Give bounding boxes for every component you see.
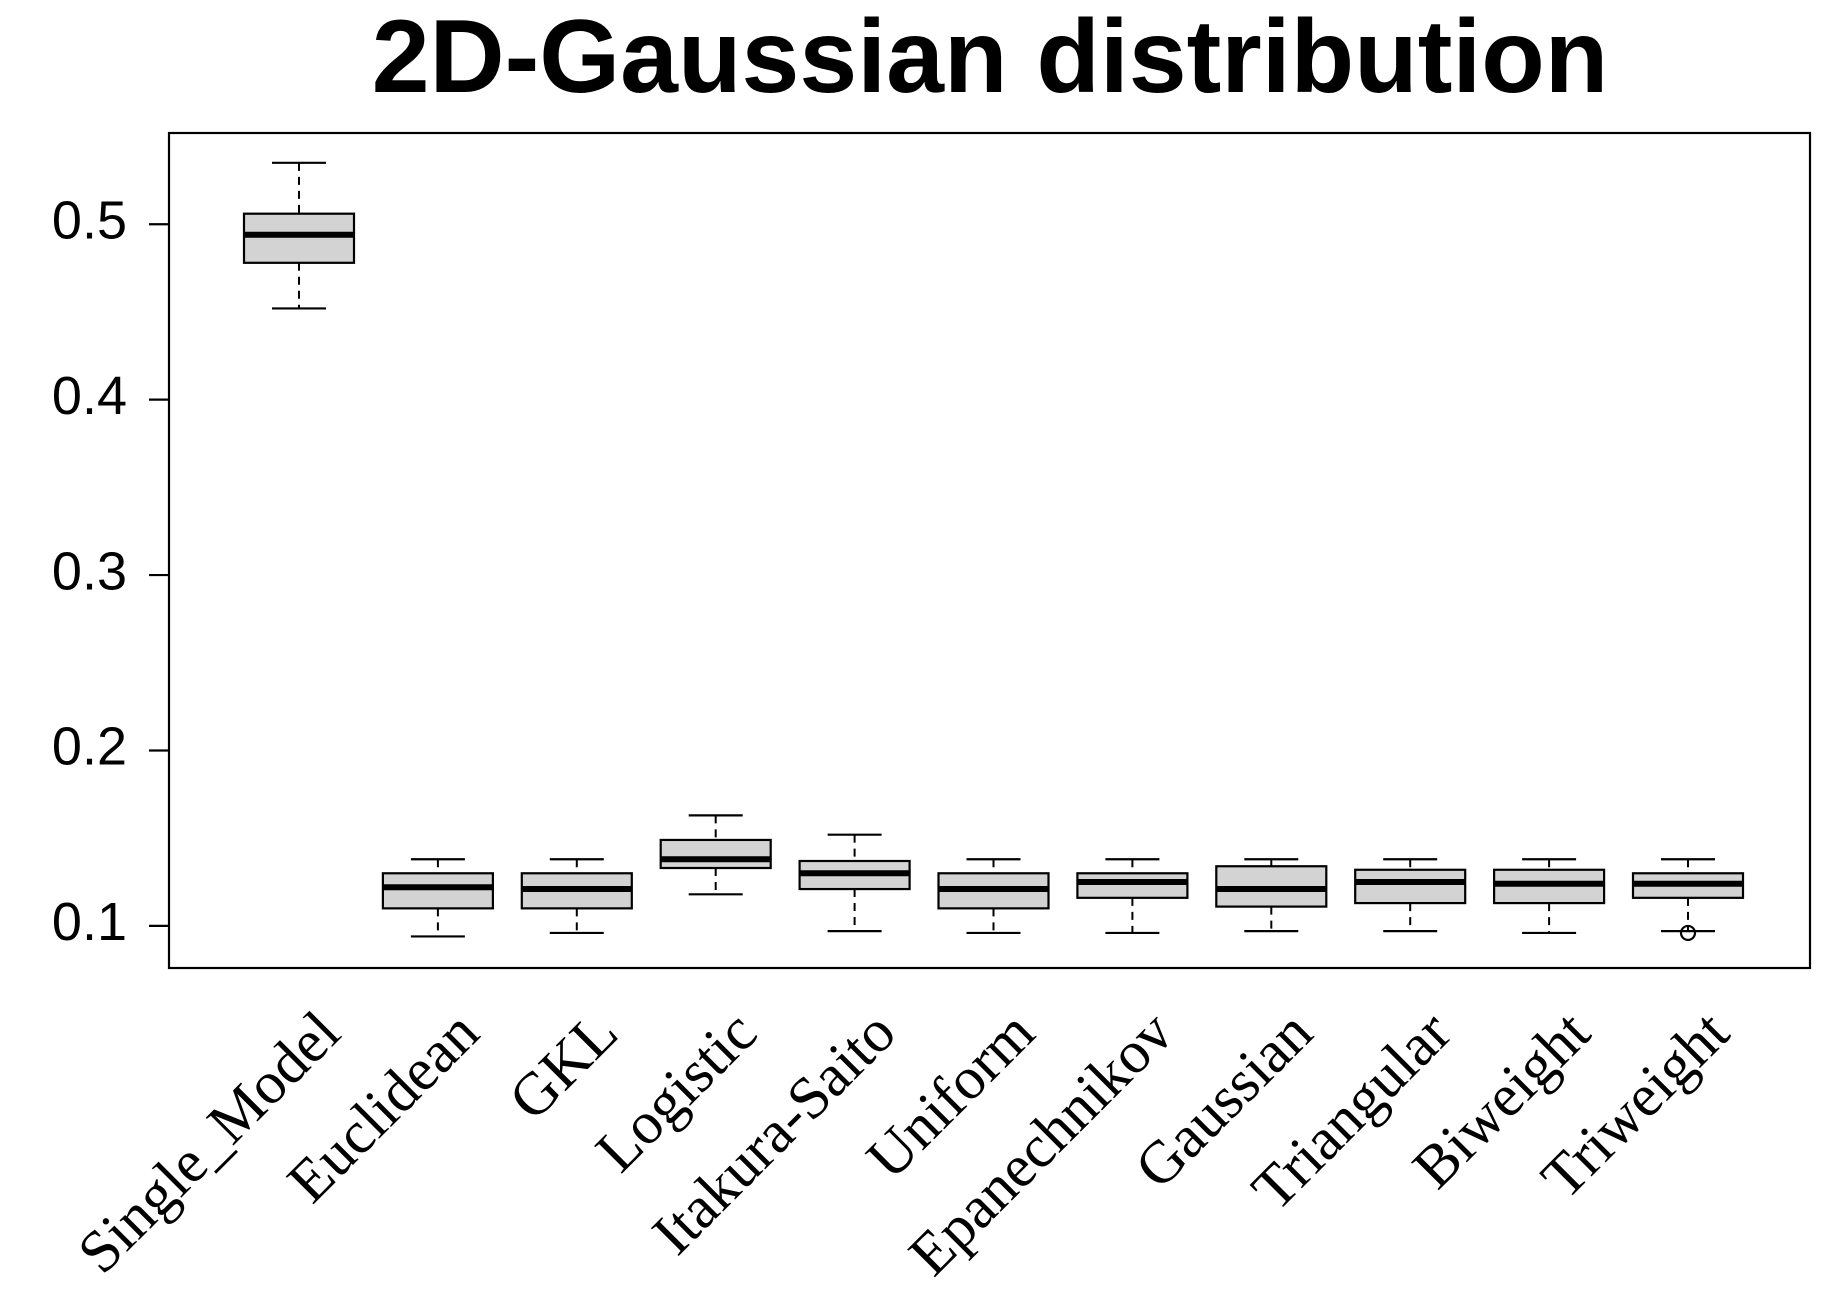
box-iqr (1076, 872, 1189, 899)
y-axis: 0.1 0.2 0.3 0.4 0.5 (52, 190, 169, 952)
box-gkl (520, 858, 633, 935)
box-triangular (1354, 858, 1467, 933)
box-iqr (659, 838, 772, 870)
box-triweight (1631, 858, 1745, 942)
y-tick-label: 0.5 (52, 190, 127, 250)
y-tick-label: 0.1 (52, 892, 127, 952)
plot-frame (167, 131, 1812, 970)
box-iqr (381, 872, 494, 910)
y-tick-label: 0.4 (52, 366, 127, 426)
box-single_model (242, 161, 356, 310)
box-itakura-saito (798, 833, 911, 933)
box-uniform (937, 858, 1050, 935)
y-tick-label: 0.3 (52, 541, 127, 601)
y-tick-label: 0.2 (52, 717, 127, 777)
box-gaussian (1215, 858, 1328, 933)
box-series (242, 161, 1745, 942)
chart-title: 2D-Gaussian distribution (372, 0, 1609, 115)
outlier-point (1679, 924, 1697, 942)
box-iqr (242, 212, 356, 264)
box-biweight (1492, 858, 1606, 935)
box-epanechnikov (1076, 858, 1189, 935)
box-iqr (1354, 868, 1467, 905)
box-euclidean (381, 858, 494, 938)
box-logistic (659, 814, 772, 896)
